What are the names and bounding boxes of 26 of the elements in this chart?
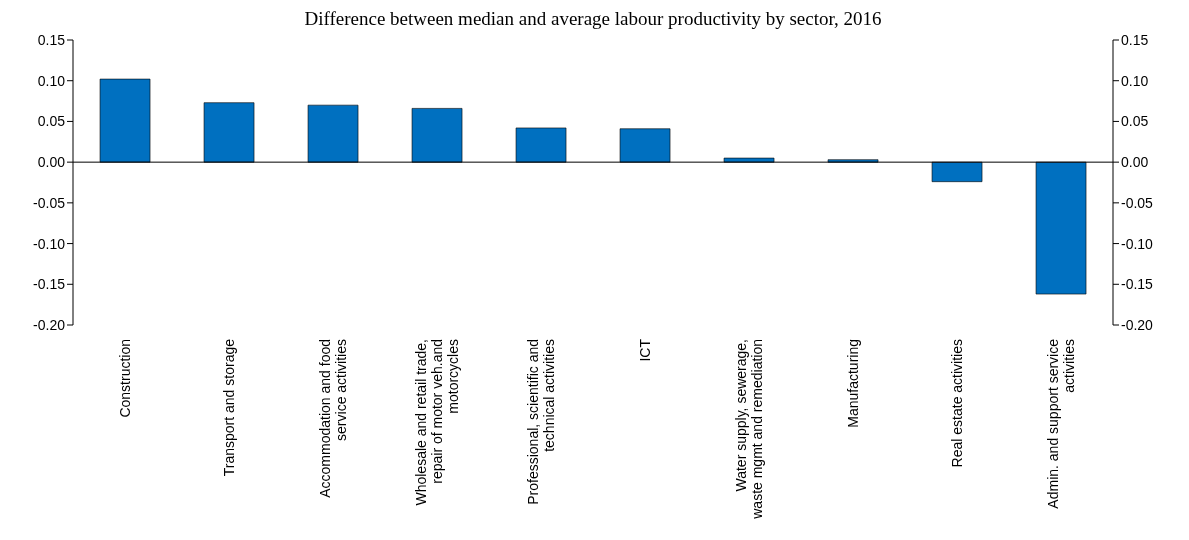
x-tick-label: Admin. and support service activities	[1045, 338, 1077, 509]
y-tick-label: 0.10	[37, 72, 66, 89]
y2-tick-label: -0.05	[1121, 194, 1154, 211]
chart-title: Difference between median and average labour productivity by sector, 2016	[303, 8, 883, 30]
x-tick-label: Wholesale and retail trade, repair of motor veh.and motorcycles	[413, 339, 461, 506]
x-tick-label: Construction	[117, 339, 133, 418]
y-tick-label: -0.05	[33, 194, 66, 211]
y-tick-label: -0.15	[33, 276, 66, 293]
y2-tick-label: 0.05	[1121, 113, 1149, 130]
y2-tick-label: -0.10	[1121, 235, 1154, 252]
x-tick-label: ICT	[637, 338, 653, 362]
x-tick-label: Transport and storage	[221, 338, 237, 477]
x-tick-label: Manufacturing	[845, 339, 861, 428]
y-tick-label: -0.20	[33, 316, 66, 333]
y-tick-label: 0.00	[37, 154, 66, 171]
y-tick-label: 0.05	[37, 113, 66, 130]
y2-tick-label: 0.00	[1121, 154, 1149, 171]
y2-tick-label: 0.15	[1121, 31, 1149, 48]
y-tick-label: -0.10	[33, 235, 66, 252]
y-tick-label: 0.15	[37, 31, 66, 48]
y2-tick-label: -0.20	[1121, 316, 1154, 333]
y2-tick-label: 0.10	[1121, 72, 1149, 89]
x-tick-label: Accommodation and food service activities	[317, 339, 349, 498]
x-tick-label: Real estate activities	[949, 339, 965, 468]
x-tick-label: Water supply, sewerage, waste mgmt and remediation	[733, 339, 765, 520]
y2-tick-label: -0.15	[1121, 276, 1154, 293]
